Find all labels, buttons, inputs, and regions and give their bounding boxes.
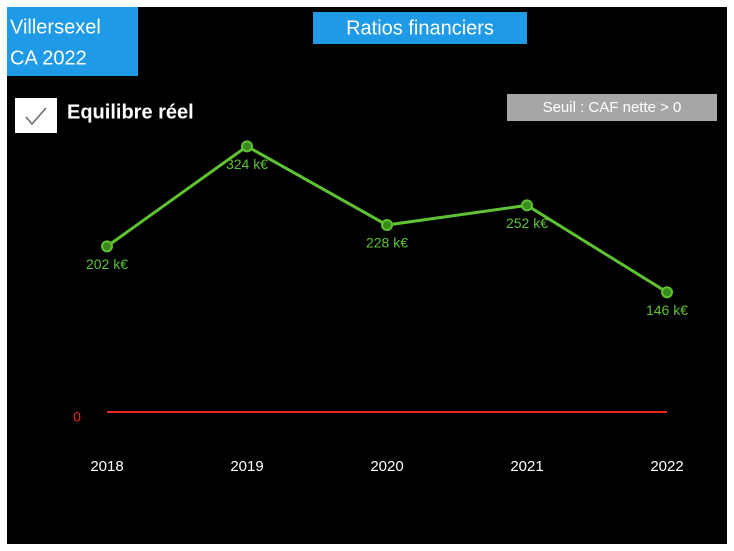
place-box bbox=[7, 7, 138, 76]
legend-label: Equilibre réel bbox=[67, 101, 194, 123]
data-label: 228 k€ bbox=[366, 235, 408, 251]
chart-title: Ratios financiers bbox=[346, 17, 494, 39]
title-box bbox=[313, 12, 527, 44]
data-label: 252 k€ bbox=[506, 215, 548, 231]
x-tick-label: 2022 bbox=[650, 458, 683, 475]
year: CA 2022 bbox=[10, 47, 87, 69]
threshold-note: Seuil : CAF nette > 0 bbox=[543, 99, 682, 116]
x-tick-label: 2020 bbox=[370, 458, 403, 475]
data-label: 146 k€ bbox=[646, 302, 688, 318]
check-mark bbox=[25, 107, 47, 126]
point bbox=[381, 219, 393, 232]
point bbox=[241, 140, 253, 153]
x-tick-label: 2018 bbox=[90, 458, 123, 475]
point bbox=[661, 286, 673, 299]
threshold-label: 0 bbox=[73, 409, 81, 425]
checkbox[interactable] bbox=[15, 98, 57, 133]
point bbox=[101, 240, 113, 253]
place: Villersexel bbox=[10, 16, 101, 38]
data-label: 324 k€ bbox=[226, 156, 268, 172]
data-label: 202 k€ bbox=[86, 256, 128, 272]
point bbox=[521, 199, 533, 212]
threshold-box bbox=[507, 94, 717, 121]
x-tick-label: 2019 bbox=[230, 458, 263, 475]
x-tick-label: 2021 bbox=[510, 458, 543, 475]
